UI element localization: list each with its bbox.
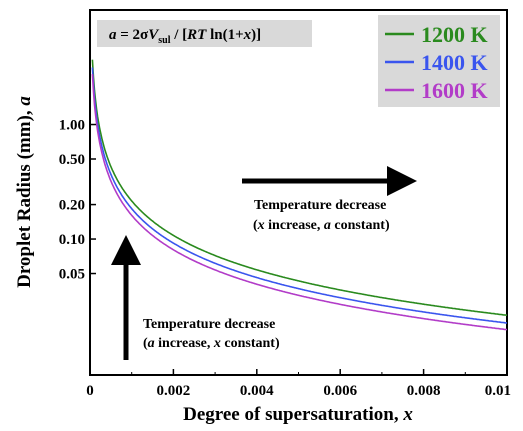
legend-items: 1200 K 1400 K 1600 K xyxy=(385,22,488,103)
annotation-a-line1: Temperature decrease xyxy=(143,317,275,332)
formula-box: a = 2σVsul / [RT ln(1+x)] xyxy=(97,20,312,47)
legend: 1200 K 1400 K 1600 K xyxy=(378,15,500,107)
series-layer xyxy=(91,59,508,331)
series-line-2 xyxy=(91,67,508,324)
y-tick-label: 0.50 xyxy=(59,152,85,168)
y-tick-label: 0.05 xyxy=(59,267,85,283)
x-tick-label: 0 xyxy=(86,383,94,399)
series-line-1 xyxy=(91,59,508,317)
legend-label: 1600 K xyxy=(421,78,488,103)
x-tick-label: 0.006 xyxy=(323,383,357,399)
annotation-x-line1: Temperature decrease xyxy=(254,198,386,213)
legend-label: 1200 K xyxy=(421,22,488,47)
legend-label: 1400 K xyxy=(421,50,488,75)
y-tick-label: 0.10 xyxy=(59,232,85,248)
annotation-a-line2: (a increase, x constant) xyxy=(143,336,280,351)
y-tick-label: 1.00 xyxy=(59,118,85,134)
formula-text: a = 2σVsul / [RT ln(1+x)] xyxy=(109,27,261,46)
x-tick-label: 0.004 xyxy=(240,383,274,399)
annotation-x-line2: (x increase, a constant) xyxy=(253,218,390,233)
x-tick-label: 0.01 xyxy=(485,383,511,399)
x-ticks: 0 0.002 0.004 0.006 0.008 0.01 xyxy=(86,369,511,399)
x-tick-label: 0.002 xyxy=(157,383,191,399)
series-line-3 xyxy=(91,74,508,331)
y-ticks: 0.05 0.10 0.20 0.50 1.00 xyxy=(59,118,96,283)
y-axis-title: Droplet Radius (mm), a xyxy=(14,96,35,288)
y-tick-label: 0.20 xyxy=(59,198,85,214)
x-tick-label: 0.008 xyxy=(407,383,441,399)
x-axis-title: Degree of supersaturation, x xyxy=(183,404,413,425)
